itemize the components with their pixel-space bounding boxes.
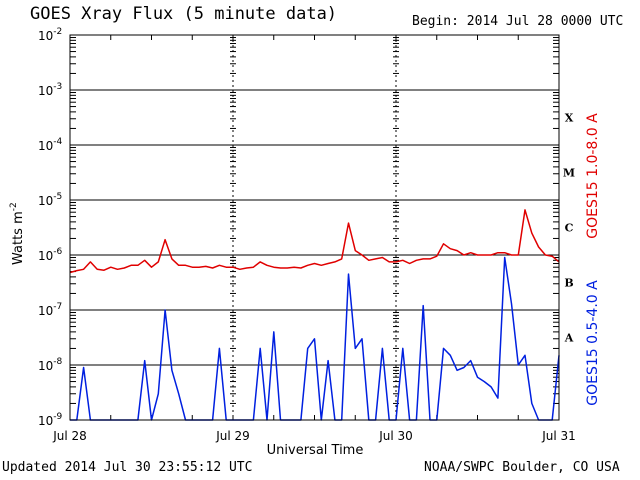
y-tick-label: 10-9 [38,412,63,428]
flare-class-label: M [563,167,575,180]
flare-class-label: A [564,332,574,345]
grid-lines [69,34,560,421]
x-axis-title: Universal Time [267,443,364,458]
flare-class-labels: X M C B A [563,112,575,345]
flare-class-label: X [565,112,574,125]
plot-frame [69,34,560,421]
flare-class-label: C [565,222,574,235]
y-tick-label: 10-3 [38,82,62,98]
flare-class-label: B [564,277,573,290]
y-tick-label: 10-2 [38,27,62,43]
y-tick-label: 10-8 [38,357,63,373]
x-tick-label: Jul 31 [541,429,576,443]
credit-text: NOAA/SWPC Boulder, CO USA [424,460,620,475]
series-labels: GOES15 1.0-8.0 A GOES15 0.5-4.0 A [585,113,601,406]
series-layer [69,209,560,421]
y-tick-label: 10-4 [38,137,63,153]
updated-timestamp: Updated 2014 Jul 30 23:55:12 UTC [2,460,253,475]
begin-timestamp: Begin: 2014 Jul 28 0000 UTC [412,14,624,29]
y-axis-title: Watts m-2 [9,202,26,265]
xray-flux-chart: 10-210-310-410-510-610-710-810-9 Jul 28 J… [9,27,601,458]
x-tick-label: Jul 28 [52,429,87,443]
y-tick-label: 10-6 [38,247,63,263]
x-tick-label: Jul 29 [215,429,250,443]
y-tick-labels: 10-2 10-3 10-4 10-5 10-6 10-7 10-8 10-9 [38,27,63,428]
series-label-1: GOES15 0.5-4.0 A [585,280,601,406]
y-tick-label: 10-5 [38,192,62,208]
minor-ticks [69,35,560,420]
series-line-0 [69,209,560,274]
chart-title: GOES Xray Flux (5 minute data) [30,4,338,24]
x-tick-labels: Jul 28 Jul 29 Jul 30 Jul 31 [52,429,576,443]
x-tick-label: Jul 30 [378,429,413,443]
series-line-1 [70,256,560,421]
series-label-0: GOES15 1.0-8.0 A [585,113,601,239]
y-tick-label: 10-7 [38,302,62,318]
